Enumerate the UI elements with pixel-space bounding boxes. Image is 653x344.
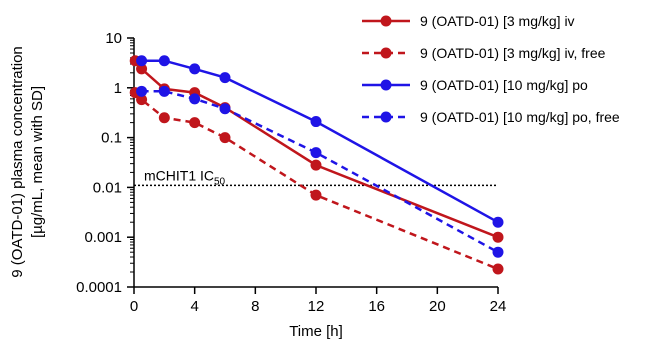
data-point xyxy=(310,159,322,171)
data-point xyxy=(492,216,504,228)
x-tick-label: 0 xyxy=(130,298,138,315)
data-point xyxy=(310,189,322,201)
data-point xyxy=(189,93,201,105)
x-tick-label: 20 xyxy=(429,298,446,315)
data-point xyxy=(219,72,231,84)
x-tick-label: 8 xyxy=(251,298,259,315)
legend-item: 9 (OATD-01) [10 mg/kg] po, free xyxy=(362,109,620,125)
legend-marker xyxy=(380,79,392,91)
x-tick-label: 12 xyxy=(308,298,325,315)
legend-item: 9 (OATD-01) [3 mg/kg] iv xyxy=(362,13,575,29)
data-point xyxy=(189,63,201,75)
legend-label: 9 (OATD-01) [10 mg/kg] po, free xyxy=(420,109,620,125)
x-tick-label: 24 xyxy=(490,298,507,315)
data-point xyxy=(219,103,231,115)
data-point xyxy=(492,263,504,275)
legend-label: 9 (OATD-01) [3 mg/kg] iv xyxy=(420,13,575,29)
ic50-label: mCHIT1 IC50 xyxy=(144,167,226,187)
y-tick-label: 0.001 xyxy=(84,229,122,246)
y-axis-subtitle: [µg/mL, mean with SD] xyxy=(29,86,46,238)
x-axis-title: Time [h] xyxy=(289,323,343,340)
series-layer xyxy=(129,55,504,275)
y-axis: 10 1 0.1 0.01 0.001 0.0001 xyxy=(76,30,135,296)
legend-label: 9 (OATD-01) [10 mg/kg] po xyxy=(420,77,588,93)
legend-item: 9 (OATD-01) [3 mg/kg] iv, free xyxy=(362,45,606,61)
y-ticks: 10 1 0.1 0.01 0.001 0.0001 xyxy=(76,30,134,296)
legend-marker xyxy=(380,47,392,59)
data-point xyxy=(158,55,170,67)
data-point xyxy=(219,132,231,144)
x-axis: 0 4 8 12 16 20 24 xyxy=(130,286,507,315)
x-tick-label: 16 xyxy=(368,298,385,315)
legend-label: 9 (OATD-01) [3 mg/kg] iv, free xyxy=(420,45,606,61)
y-tick-label: 10 xyxy=(105,30,122,47)
legend-marker xyxy=(380,111,392,123)
data-point xyxy=(492,231,504,243)
y-tick-label: 0.0001 xyxy=(76,279,122,296)
data-point xyxy=(158,85,170,97)
x-tick-label: 4 xyxy=(190,298,198,315)
y-tick-label: 0.01 xyxy=(93,179,122,196)
data-point xyxy=(189,117,201,129)
data-point xyxy=(136,63,148,75)
data-point xyxy=(310,147,322,159)
data-point xyxy=(136,85,148,97)
data-point xyxy=(310,116,322,128)
data-point xyxy=(492,246,504,258)
y-axis-title: 9 (OATD-01) plasma concentration xyxy=(9,46,26,277)
x-ticks: 0 4 8 12 16 20 24 xyxy=(130,287,507,315)
legend: 9 (OATD-01) [3 mg/kg] iv 9 (OATD-01) [3 m… xyxy=(362,13,620,125)
data-point xyxy=(136,94,148,106)
y-tick-label: 0.1 xyxy=(101,130,122,147)
y-tick-label: 1 xyxy=(114,80,122,97)
data-point xyxy=(136,55,148,67)
legend-item: 9 (OATD-01) [10 mg/kg] po xyxy=(362,77,588,93)
series-4 xyxy=(136,85,504,258)
y-axis-title-group: 9 (OATD-01) plasma concentration [µg/mL,… xyxy=(9,46,46,277)
data-point xyxy=(158,112,170,124)
legend-marker xyxy=(380,15,392,27)
series-3 xyxy=(136,55,504,228)
